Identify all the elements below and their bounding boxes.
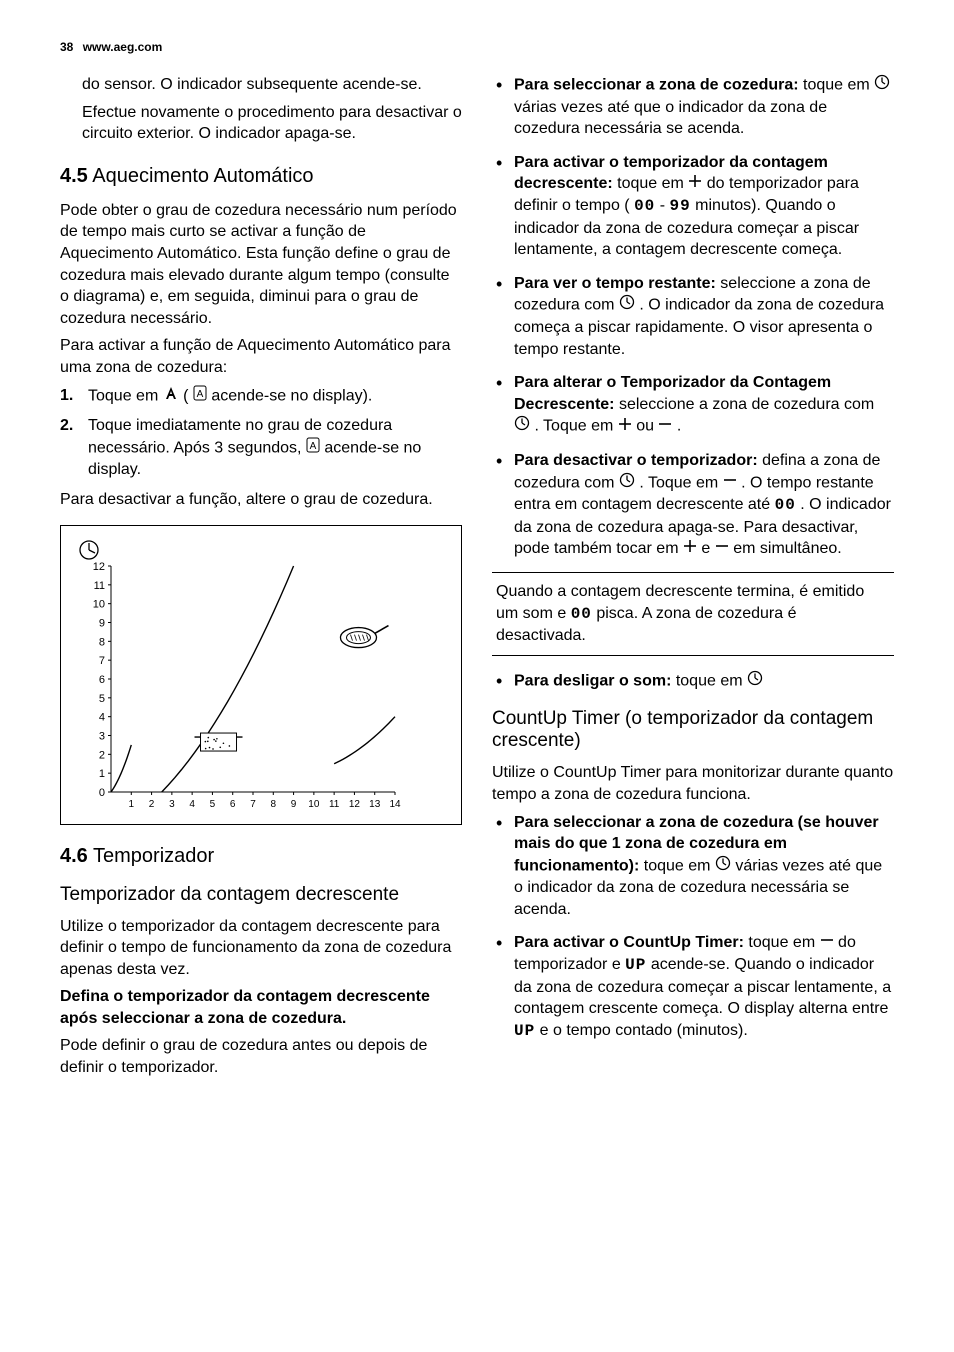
clock-icon	[874, 74, 890, 97]
svg-text:12: 12	[349, 799, 361, 810]
svg-text:4: 4	[189, 799, 195, 810]
chart-svg: 01234567891011121234567891011121314	[75, 536, 405, 816]
svg-text:11: 11	[94, 579, 105, 591]
site-url: www.aeg.com	[83, 40, 163, 54]
right-column: Para seleccionar a zona de cozedura: toq…	[492, 74, 894, 1085]
svg-text:10: 10	[93, 598, 105, 610]
boxed-a-icon: A	[306, 437, 320, 460]
section-4-6-heading: 4.6 Temporizador	[60, 845, 462, 868]
s46-para-3: Pode definir o grau de cozedura antes ou…	[60, 1035, 462, 1078]
svg-text:9: 9	[99, 617, 105, 629]
svg-text:3: 3	[99, 730, 105, 742]
plus-icon	[618, 416, 632, 438]
svg-text:8: 8	[99, 636, 105, 648]
s45-para-1: Pode obter o grau de cozedura necessário…	[60, 200, 462, 330]
up-indicator: UP	[625, 956, 646, 974]
svg-text:14: 14	[389, 799, 401, 810]
s45-steps: Toque em ( A acende-se no display). Toqu…	[60, 385, 462, 481]
svg-text:9: 9	[291, 799, 297, 810]
countup-subheading: CountUp Timer (o temporizador da contage…	[492, 708, 894, 752]
intro-para-2: Efectue novamente o procedimento para de…	[82, 102, 462, 145]
plus-icon	[683, 538, 697, 560]
digit-00: 00	[634, 197, 655, 215]
up-indicator: UP	[514, 1022, 535, 1040]
svg-text:7: 7	[99, 655, 105, 667]
svg-text:10: 10	[308, 799, 320, 810]
svg-text:4: 4	[99, 711, 105, 723]
clock-icon	[715, 855, 731, 878]
section-4-5-heading: 4.5 Aquecimento Automático	[60, 165, 462, 188]
svg-text:3: 3	[169, 799, 175, 810]
svg-text:1: 1	[99, 768, 105, 780]
page-header: 38 www.aeg.com	[60, 40, 894, 54]
svg-text:6: 6	[99, 674, 105, 686]
svg-text:A: A	[310, 441, 317, 452]
svg-text:7: 7	[250, 799, 256, 810]
svg-text:5: 5	[210, 799, 216, 810]
s45-para-3: Para desactivar a função, altere o grau …	[60, 489, 462, 511]
plus-icon	[688, 173, 702, 195]
bullet-mute-sound: Para desligar o som: toque em	[492, 670, 894, 693]
bullet-select-zone: Para seleccionar a zona de cozedura: toq…	[492, 74, 894, 140]
intro-para-1: do sensor. O indicador subsequente acend…	[82, 74, 462, 96]
digit-00: 00	[775, 496, 796, 514]
bullet-remaining-time: Para ver o tempo restante: seleccione a …	[492, 273, 894, 360]
clock-icon	[619, 294, 635, 317]
bullet-countup-activate: Para activar o CountUp Timer: toque em d…	[492, 932, 894, 1042]
minus-icon	[715, 538, 729, 560]
minus-icon	[658, 416, 672, 438]
letter-a-icon	[163, 385, 179, 408]
s45-para-2: Para activar a função de Aquecimento Aut…	[60, 335, 462, 378]
countup-para-1: Utilize o CountUp Timer para monitorizar…	[492, 762, 894, 805]
s46-para-2: Defina o temporizador da contagem decres…	[60, 986, 462, 1029]
minus-icon	[723, 472, 737, 494]
digit-00: 00	[571, 605, 592, 623]
boxed-a-icon: A	[193, 385, 207, 408]
s45-step-1: Toque em ( A acende-se no display).	[60, 385, 462, 408]
svg-text:12: 12	[93, 561, 105, 573]
svg-text:5: 5	[99, 692, 105, 704]
clock-icon	[747, 670, 763, 693]
clock-icon	[514, 415, 530, 438]
minus-icon	[820, 932, 834, 954]
clock-icon	[619, 472, 635, 495]
countdown-end-note: Quando a contagem decrescente termina, é…	[492, 572, 894, 656]
svg-text:6: 6	[230, 799, 236, 810]
svg-text:2: 2	[149, 799, 155, 810]
svg-text:13: 13	[369, 799, 381, 810]
s45-step-2: Toque imediatamente no grau de cozedura …	[60, 415, 462, 481]
svg-text:8: 8	[271, 799, 277, 810]
bullet-deactivate-timer: Para desactivar o temporizador: defina a…	[492, 450, 894, 560]
page-number: 38	[60, 40, 73, 54]
left-column: do sensor. O indicador subsequente acend…	[60, 74, 462, 1085]
countdown-subheading: Temporizador da contagem decrescente	[60, 884, 462, 906]
s46-para-1: Utilize o temporizador da contagem decre…	[60, 916, 462, 981]
svg-text:2: 2	[99, 749, 105, 761]
bullet-change-countdown: Para alterar o Temporizador da Contagem …	[492, 372, 894, 438]
bullet-activate-countdown: Para activar o temporizador da contagem …	[492, 152, 894, 261]
heating-chart: 01234567891011121234567891011121314	[60, 525, 462, 825]
bullet-countup-select: Para seleccionar a zona de cozedura (se …	[492, 812, 894, 921]
svg-text:A: A	[197, 389, 204, 400]
digit-99: 99	[669, 197, 690, 215]
svg-text:11: 11	[329, 799, 340, 810]
svg-text:1: 1	[129, 799, 135, 810]
svg-text:0: 0	[99, 787, 105, 799]
